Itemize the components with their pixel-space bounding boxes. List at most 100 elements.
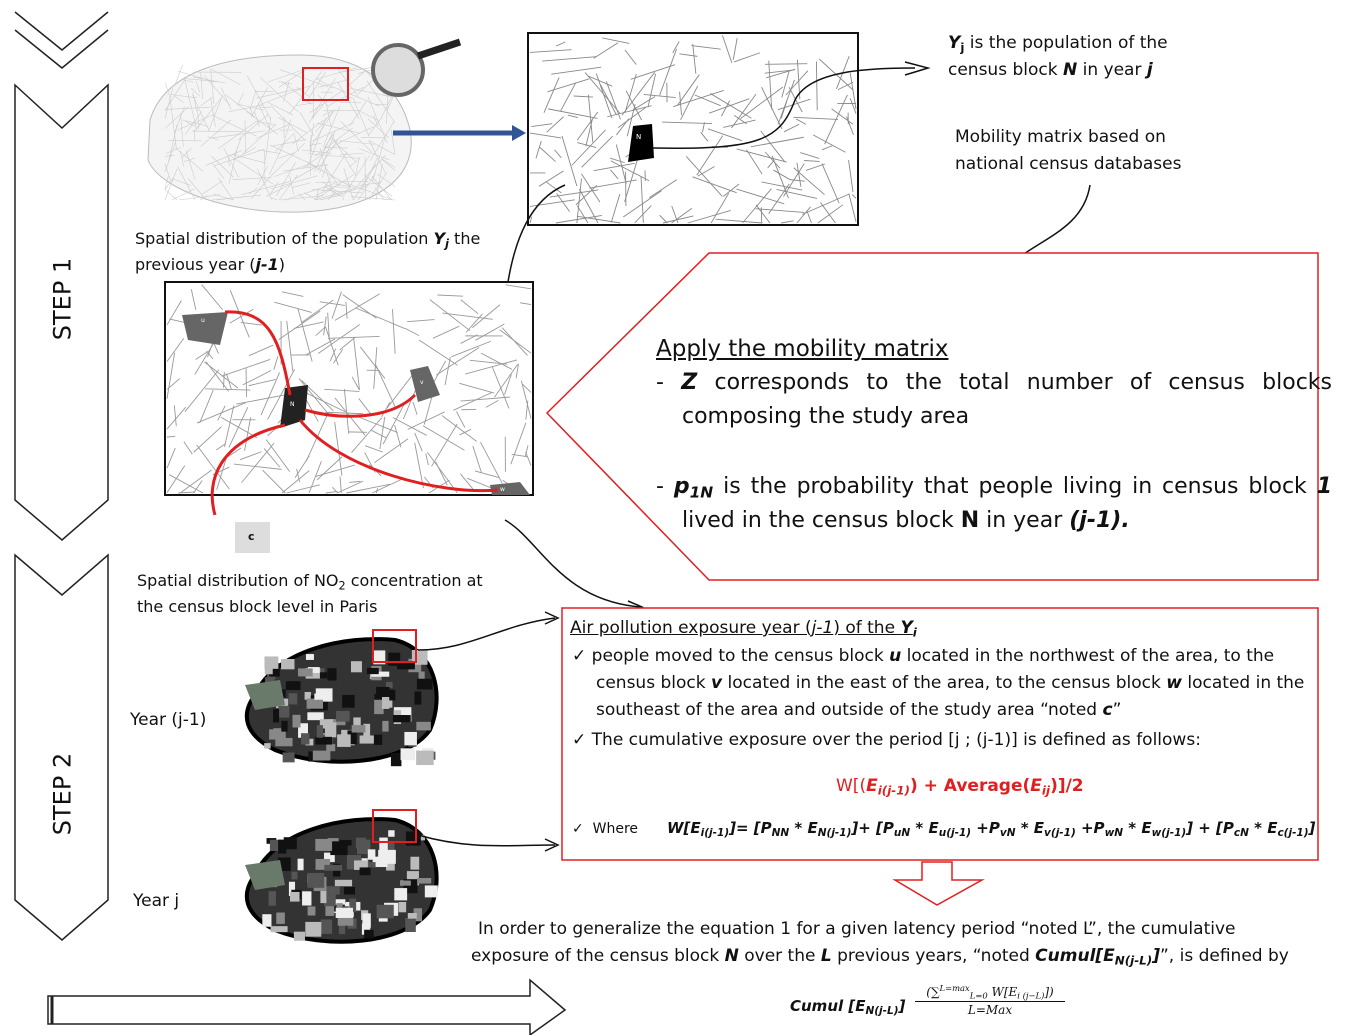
street [315, 188, 355, 201]
street [283, 81, 290, 103]
street [321, 163, 327, 178]
chevron [14, 11, 109, 51]
street [212, 115, 257, 137]
street [372, 629, 417, 663]
street [308, 72, 326, 99]
street [573, 95, 594, 98]
street [164, 176, 169, 189]
text: w [1166, 673, 1182, 694]
street [276, 912, 285, 924]
street [576, 215, 621, 224]
street [340, 101, 362, 104]
text: corresponds to the total number of censu… [682, 370, 1333, 430]
street [525, 400, 529, 420]
street [378, 849, 396, 864]
street [750, 136, 804, 148]
street [796, 206, 811, 224]
street [353, 163, 377, 201]
street [176, 113, 215, 131]
street [382, 159, 396, 168]
street [388, 652, 401, 666]
apply-bullet: - Z corresponds to the total number of c… [656, 366, 1332, 434]
street [244, 417, 252, 451]
street [220, 87, 232, 111]
street [373, 347, 378, 389]
street [278, 81, 293, 85]
street [292, 182, 311, 188]
street [587, 94, 594, 143]
street [205, 361, 230, 392]
street [615, 144, 627, 184]
street [659, 48, 677, 96]
zoom-map [527, 32, 859, 226]
street [354, 860, 369, 870]
street [167, 93, 197, 99]
street [746, 149, 763, 175]
street [268, 891, 276, 906]
street [372, 138, 385, 183]
street [325, 902, 335, 916]
street [357, 416, 398, 433]
street [254, 111, 260, 127]
street [328, 86, 364, 106]
street [274, 164, 309, 177]
street [535, 140, 542, 159]
street [399, 880, 411, 886]
street [324, 388, 360, 392]
street [288, 693, 298, 705]
street [332, 486, 338, 494]
street [286, 484, 320, 494]
street [210, 97, 216, 127]
street [270, 175, 318, 190]
street [358, 148, 390, 161]
street [422, 425, 465, 451]
text: 1 [1316, 474, 1332, 499]
street [694, 94, 721, 107]
street [278, 66, 310, 88]
street [764, 63, 808, 65]
street [337, 480, 364, 494]
street [373, 734, 383, 745]
street [319, 301, 346, 306]
street [355, 307, 405, 330]
apply-bullet: - p1N is the probability that people liv… [656, 470, 1332, 538]
street [343, 389, 350, 434]
street [567, 114, 578, 118]
street [579, 188, 599, 224]
street [353, 717, 361, 729]
step-2-arrow [14, 553, 109, 941]
text: ] [1308, 819, 1316, 837]
street [423, 395, 433, 425]
street [197, 108, 200, 129]
street [379, 837, 388, 852]
street [736, 148, 787, 163]
text: exposure of the census block [471, 946, 725, 966]
text: v(j-1) [1044, 827, 1076, 840]
street [520, 380, 532, 419]
street [278, 839, 287, 854]
street [416, 721, 431, 731]
street [327, 191, 337, 201]
where-equation: W[Ei(j-1)]= [PNN * EN(j-1)]+ [PuN * Eu(j… [667, 816, 1315, 840]
street [306, 698, 324, 709]
numerator: (∑L=maxL=0 W[Ei (j−L)]) [915, 984, 1065, 1002]
street [773, 169, 791, 181]
street [229, 308, 254, 324]
street [250, 173, 273, 200]
street [291, 871, 298, 880]
street [777, 79, 795, 125]
street [208, 94, 223, 131]
street [297, 858, 304, 871]
street [848, 193, 857, 222]
street [451, 340, 492, 358]
text: Cumul [E [790, 997, 866, 1015]
street [625, 90, 643, 121]
street [245, 680, 285, 710]
street [605, 81, 621, 120]
text: cN [1233, 827, 1249, 840]
street [315, 187, 333, 196]
street [293, 321, 324, 329]
street [551, 66, 602, 75]
street [206, 350, 214, 360]
exposure-item: ✓ The cumulative exposure over the perio… [572, 730, 1201, 750]
